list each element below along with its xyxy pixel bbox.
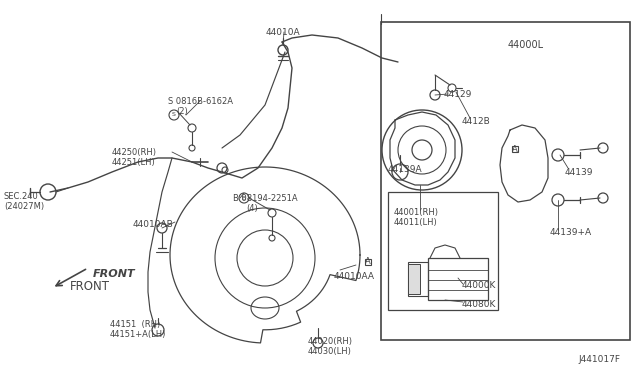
Text: 44151+A(LH): 44151+A(LH) xyxy=(110,330,166,339)
Text: 44151  (RH): 44151 (RH) xyxy=(110,320,160,329)
Text: FRONT: FRONT xyxy=(93,269,136,279)
Text: 44080K: 44080K xyxy=(462,300,497,309)
Text: S 0816B-6162A: S 0816B-6162A xyxy=(168,97,233,106)
Text: 44129: 44129 xyxy=(444,90,472,99)
Text: J441017F: J441017F xyxy=(578,355,620,364)
Text: 44000K: 44000K xyxy=(462,281,497,290)
Bar xyxy=(365,259,371,265)
Bar xyxy=(388,192,498,310)
Bar xyxy=(428,258,488,300)
Text: (2): (2) xyxy=(176,107,188,116)
Bar xyxy=(408,262,428,296)
Text: 44011(LH): 44011(LH) xyxy=(394,218,438,227)
Bar xyxy=(512,146,518,152)
Text: A: A xyxy=(365,257,371,266)
Text: SEC.240: SEC.240 xyxy=(4,192,39,201)
Text: 44139: 44139 xyxy=(565,168,593,177)
Text: 44139+A: 44139+A xyxy=(550,228,592,237)
Text: B 08194-2251A: B 08194-2251A xyxy=(233,194,298,203)
Text: (4): (4) xyxy=(246,204,258,213)
Bar xyxy=(408,264,420,294)
Text: 44020(RH): 44020(RH) xyxy=(308,337,353,346)
Text: S: S xyxy=(172,112,176,118)
Text: FRONT: FRONT xyxy=(70,280,110,293)
Text: B: B xyxy=(242,196,246,201)
Text: 44030(LH): 44030(LH) xyxy=(308,347,352,356)
Text: 44139A: 44139A xyxy=(388,165,422,174)
Text: 44010AA: 44010AA xyxy=(334,272,375,281)
Text: A: A xyxy=(512,144,518,154)
Bar xyxy=(381,22,630,340)
Text: 44250(RH): 44250(RH) xyxy=(112,148,157,157)
Text: 44251(LH): 44251(LH) xyxy=(112,158,156,167)
Text: 44010A: 44010A xyxy=(266,28,300,37)
Text: (24027M): (24027M) xyxy=(4,202,44,211)
Text: 44010AB: 44010AB xyxy=(133,220,173,229)
Text: 4412B: 4412B xyxy=(462,117,491,126)
Text: 44001(RH): 44001(RH) xyxy=(394,208,439,217)
Text: 44000L: 44000L xyxy=(508,40,544,50)
